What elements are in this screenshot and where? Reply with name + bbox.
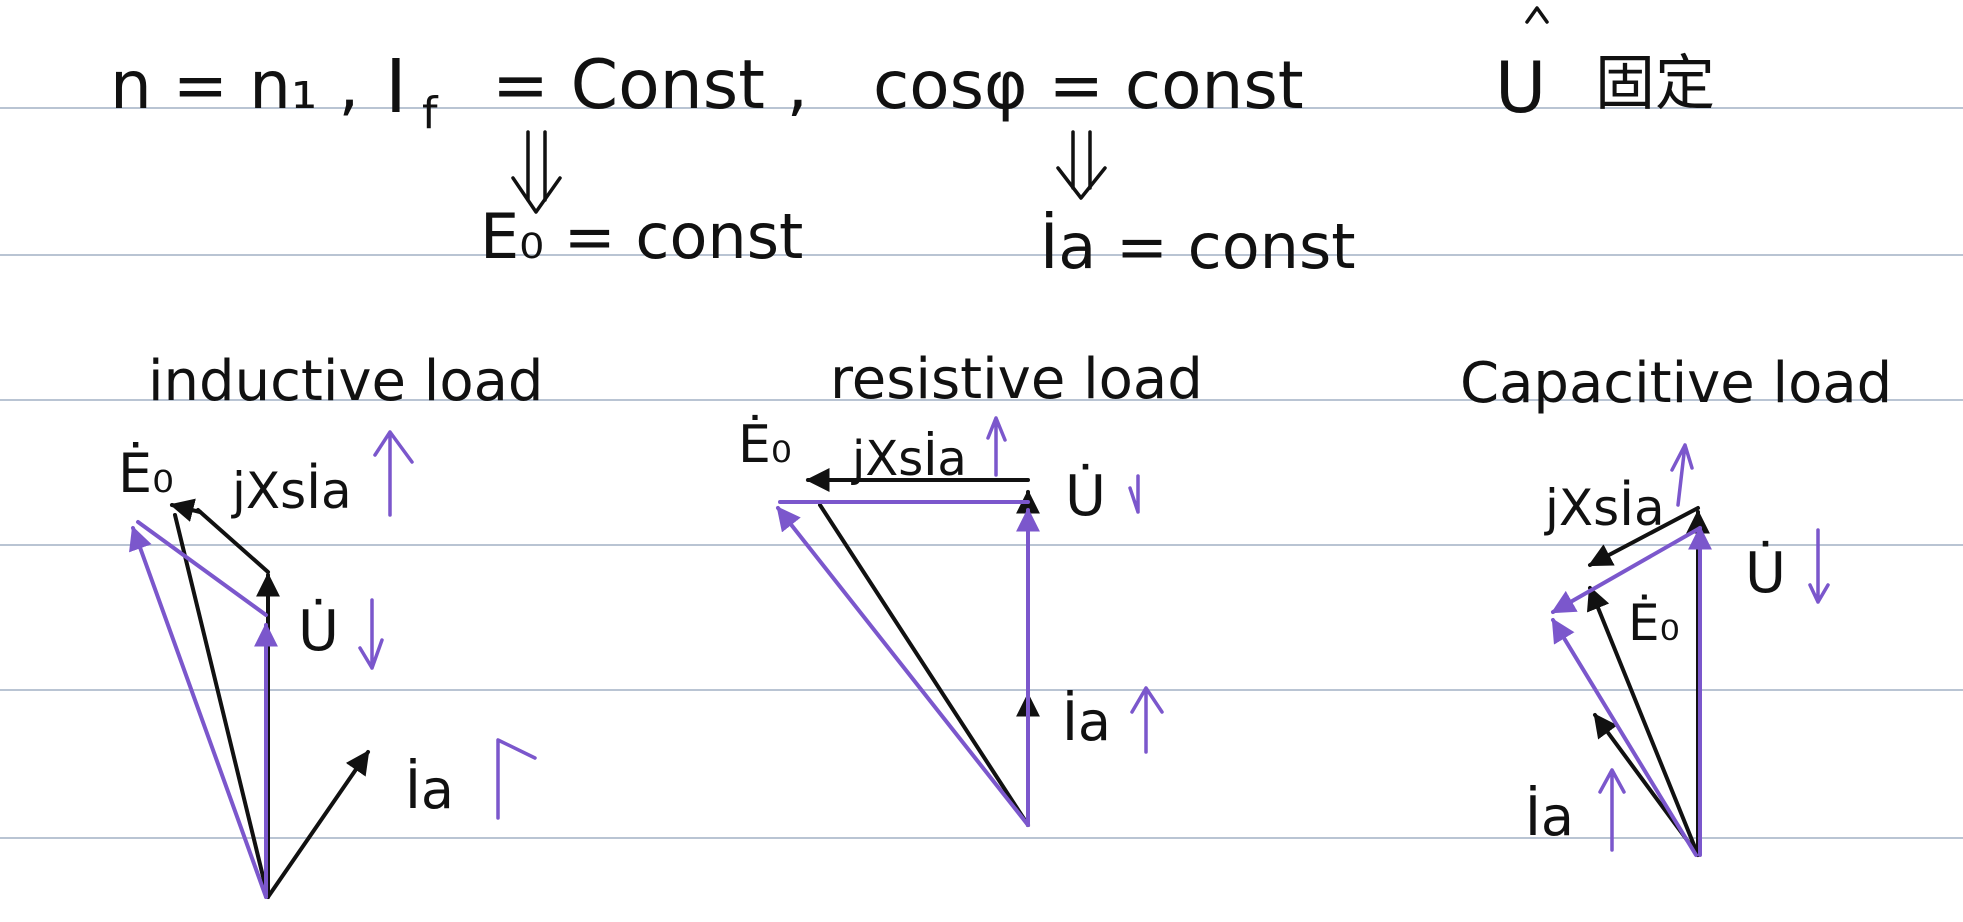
label-u: U̇	[298, 599, 339, 664]
increase-arrow-icon	[1670, 443, 1694, 507]
label-jxs-ia: jXsİa	[851, 431, 967, 487]
label-ia: İa	[1525, 785, 1574, 848]
phasor-e0-new	[1551, 617, 1698, 857]
increase-arrow-icon	[986, 416, 1007, 477]
phasor-jxs-ia-new	[1550, 526, 1702, 614]
decrease-arrow-icon	[1808, 528, 1830, 604]
label-jxs-ia: jXsİa	[1544, 479, 1665, 537]
label-jxs-ia: jXsİa	[231, 462, 352, 520]
phasor-e0	[1586, 585, 1700, 857]
condition-speed: n = n₁ ,	[110, 47, 359, 124]
panel-title: inductive load	[148, 349, 543, 414]
condition-field-subscript: f	[422, 88, 439, 139]
condition-voltage-symbol: U	[1495, 47, 1546, 129]
decrease-arrow-icon	[358, 598, 384, 670]
phasor-ia	[266, 750, 370, 899]
label-e0: Ė₀	[1628, 594, 1680, 652]
label-ia: İa	[1062, 690, 1111, 753]
phasor-e0-new	[129, 525, 268, 899]
phasor-jxs-ia	[1587, 506, 1700, 567]
phasor-jxs-ia-new	[136, 520, 268, 617]
phasor-e0-new	[776, 506, 1030, 827]
label-ia: İa	[405, 758, 454, 821]
increase-arrow-icon	[496, 738, 537, 820]
condition-field-symbol: I	[385, 44, 407, 130]
label-u: U̇	[1065, 464, 1106, 529]
condition-field-rhs: = Const ,	[492, 46, 808, 125]
phasor-e0-tip	[169, 498, 202, 522]
label-e0: Ė₀	[118, 442, 174, 505]
panel-inductive: inductive load Ė₀ jXsİa U̇ İa	[118, 349, 543, 899]
implies-arrow-right-icon	[1056, 130, 1107, 200]
condition-voltage-note: 固定	[1595, 49, 1715, 119]
decrease-arrow-icon	[1128, 474, 1140, 514]
result-current: İa = const	[1040, 210, 1356, 283]
increase-arrow-icon	[1598, 768, 1626, 852]
panel-title: resistive load	[830, 347, 1203, 412]
label-u: U̇	[1745, 541, 1786, 606]
condition-power-factor: cosφ = const	[873, 47, 1304, 124]
ruled-lines	[0, 107, 1963, 839]
result-emf: E₀ = const	[480, 200, 803, 273]
hat-mark	[1525, 6, 1549, 24]
phasor-e0	[818, 503, 1030, 827]
increase-arrow-icon	[1130, 686, 1164, 754]
header-conditions: n = n₁ , I f = Const , cosφ = const U 固定…	[110, 6, 1715, 283]
label-e0: Ė₀	[738, 414, 792, 475]
implies-arrow-left-icon	[511, 130, 562, 214]
panel-resistive: resistive load Ė₀ jXsİa U̇ İa	[738, 347, 1203, 827]
phasor-e0	[173, 513, 270, 899]
panel-title: Capacitive load	[1460, 351, 1892, 416]
phasor-jxs-ia	[196, 508, 270, 574]
increase-arrow-icon	[373, 430, 414, 517]
panel-capacitive: Capacitive load jXsİa U̇ Ė₀ İa	[1460, 351, 1892, 857]
